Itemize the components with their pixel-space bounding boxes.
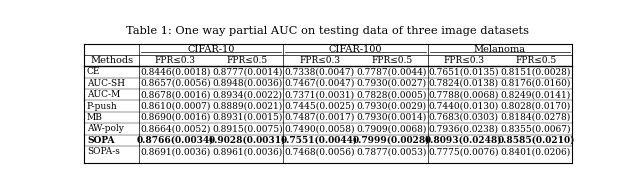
Text: 0.7877(0.0053): 0.7877(0.0053) [356,147,427,156]
Text: 0.7371(0.0031): 0.7371(0.0031) [284,90,355,99]
Text: 0.7683(0.0303): 0.7683(0.0303) [429,113,499,122]
Text: SOPA: SOPA [87,136,115,145]
Text: P-push: P-push [87,102,118,111]
Text: 0.8028(0.0170): 0.8028(0.0170) [501,102,571,111]
Text: 0.7828(0.0005): 0.7828(0.0005) [356,90,427,99]
Text: CIFAR-100: CIFAR-100 [329,45,382,54]
Text: FPR≤0.3: FPR≤0.3 [155,56,196,65]
Text: 0.8691(0.0036): 0.8691(0.0036) [140,147,211,156]
Text: 0.8766(0.0034): 0.8766(0.0034) [136,136,214,145]
Text: 0.8777(0.0014): 0.8777(0.0014) [212,67,282,77]
Text: FPR≤0.5: FPR≤0.5 [227,56,268,65]
Text: 0.9028(0.0031): 0.9028(0.0031) [209,136,286,145]
Text: AW-poly: AW-poly [87,124,124,133]
Text: 0.7651(0.0135): 0.7651(0.0135) [429,67,499,77]
Text: 0.8690(0.0016): 0.8690(0.0016) [140,113,211,122]
Text: 0.8446(0.0018): 0.8446(0.0018) [140,67,211,77]
Text: 0.7338(0.0047): 0.7338(0.0047) [284,67,355,77]
Text: 0.8948(0.0036): 0.8948(0.0036) [212,79,282,88]
Text: 0.8678(0.0016): 0.8678(0.0016) [140,90,211,99]
Text: CIFAR-10: CIFAR-10 [188,45,235,54]
Text: 0.7936(0.0238): 0.7936(0.0238) [429,124,499,133]
Text: 0.8151(0.0028): 0.8151(0.0028) [500,67,571,77]
Text: 0.7440(0.0130): 0.7440(0.0130) [429,102,499,111]
Text: SOPA-s: SOPA-s [87,147,120,156]
Text: 0.8093(0.0248): 0.8093(0.0248) [425,136,502,145]
Text: 0.8184(0.0278): 0.8184(0.0278) [501,113,571,122]
Text: 0.8610(0.0007): 0.8610(0.0007) [140,102,211,111]
Text: 0.8355(0.0067): 0.8355(0.0067) [500,124,572,133]
Text: FPR≤0.5: FPR≤0.5 [515,56,557,65]
Text: 0.7445(0.0025): 0.7445(0.0025) [284,102,355,111]
Text: Methods: Methods [90,56,133,65]
Text: 0.7551(0.0044): 0.7551(0.0044) [281,136,358,145]
Text: 0.7775(0.0076): 0.7775(0.0076) [429,147,499,156]
Text: 0.7490(0.0058): 0.7490(0.0058) [284,124,355,133]
Text: MB: MB [87,113,103,122]
Text: Table 1: One way partial AUC on testing data of three image datasets: Table 1: One way partial AUC on testing … [127,26,529,36]
Text: FPR≤0.5: FPR≤0.5 [371,56,412,65]
Text: 0.7787(0.0044): 0.7787(0.0044) [356,67,427,77]
Text: 0.7999(0.0028): 0.7999(0.0028) [353,136,431,145]
Text: 0.7467(0.0047): 0.7467(0.0047) [284,79,355,88]
Text: 0.8931(0.0015): 0.8931(0.0015) [212,113,282,122]
Text: FPR≤0.3: FPR≤0.3 [299,56,340,65]
Text: 0.7930(0.0014): 0.7930(0.0014) [356,113,427,122]
Text: 0.8657(0.0056): 0.8657(0.0056) [140,79,211,88]
Text: AUC-M: AUC-M [87,90,120,99]
Text: 0.7909(0.0068): 0.7909(0.0068) [356,124,427,133]
Text: 0.8664(0.0052): 0.8664(0.0052) [140,124,211,133]
Text: 0.8961(0.0036): 0.8961(0.0036) [212,147,282,156]
Text: 0.7930(0.0029): 0.7930(0.0029) [356,102,427,111]
Text: 0.8401(0.0206): 0.8401(0.0206) [501,147,571,156]
Text: 0.8934(0.0022): 0.8934(0.0022) [212,90,282,99]
Text: 0.8249(0.0141): 0.8249(0.0141) [501,90,571,99]
Text: 0.8915(0.0075): 0.8915(0.0075) [212,124,283,133]
Text: 0.7487(0.0017): 0.7487(0.0017) [284,113,355,122]
Text: AUC-SH: AUC-SH [87,79,125,88]
Text: 0.7930(0.0027): 0.7930(0.0027) [356,79,427,88]
Text: CE: CE [87,67,100,77]
Text: 0.8889(0.0021): 0.8889(0.0021) [212,102,282,111]
Text: FPR≤0.3: FPR≤0.3 [444,56,484,65]
Text: 0.7824(0.0138): 0.7824(0.0138) [429,79,499,88]
Text: Melanoma: Melanoma [474,45,526,54]
Text: 0.8176(0.0160): 0.8176(0.0160) [500,79,571,88]
Text: 0.7468(0.0056): 0.7468(0.0056) [284,147,355,156]
Text: 0.8585(0.0210): 0.8585(0.0210) [497,136,575,145]
Text: 0.7788(0.0068): 0.7788(0.0068) [429,90,499,99]
